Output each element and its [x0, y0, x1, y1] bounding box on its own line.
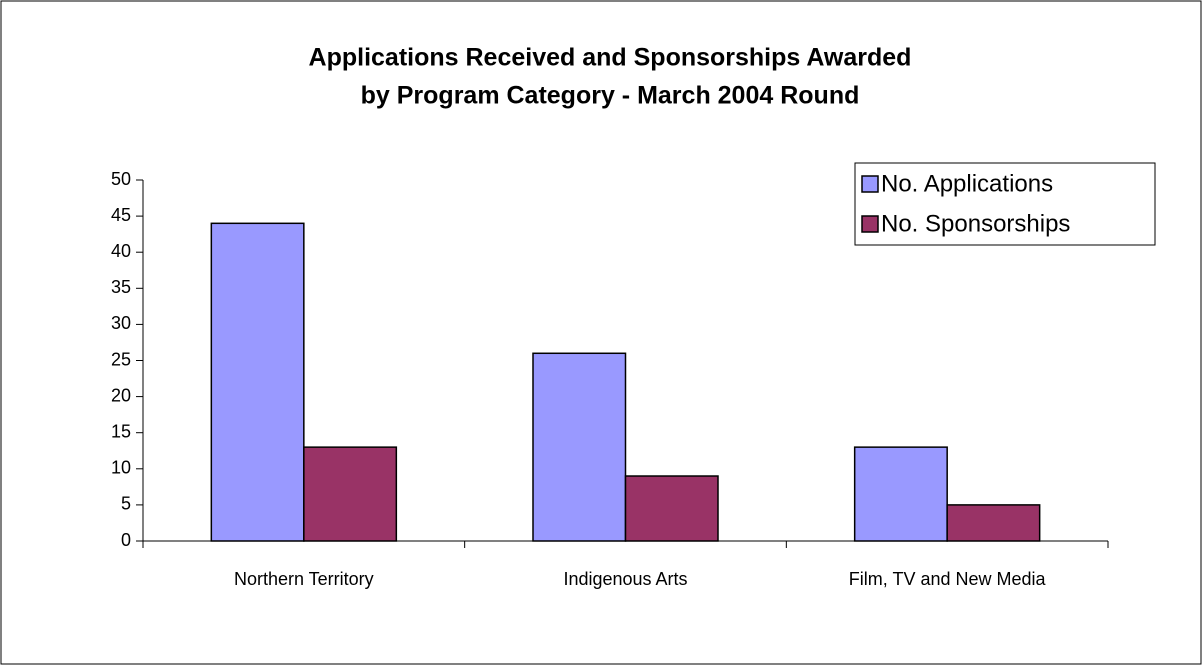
y-tick-label: 15 — [111, 421, 131, 441]
y-tick-label: 40 — [111, 241, 131, 261]
y-tick-label: 10 — [111, 458, 131, 478]
legend-box — [854, 162, 1156, 246]
legend-label: No. Sponsorships — [881, 210, 1070, 237]
legend-label: No. Applications — [881, 170, 1053, 197]
y-tick-label: 25 — [111, 349, 131, 369]
y-tick-label: 50 — [111, 169, 131, 189]
x-tick-label: Indigenous Arts — [563, 569, 687, 589]
x-tick-label: Film, TV and New Media — [849, 569, 1047, 589]
y-tick-label: 30 — [111, 313, 131, 333]
y-tick-label: 5 — [121, 494, 131, 514]
y-tick-label: 45 — [111, 205, 131, 225]
legend-swatch — [861, 215, 879, 233]
y-tick-label: 20 — [111, 385, 131, 405]
bar — [303, 446, 398, 542]
bar — [946, 504, 1041, 542]
legend-swatch — [861, 175, 879, 193]
bar — [210, 222, 305, 542]
bar — [853, 446, 948, 542]
x-tick-label: Northern Territory — [234, 569, 374, 589]
chart-title: Applications Received and Sponsorships A… — [309, 44, 912, 72]
y-tick-label: 0 — [121, 530, 131, 550]
bar — [532, 352, 627, 542]
chart-title: by Program Category - March 2004 Round — [361, 82, 860, 110]
y-tick-label: 35 — [111, 277, 131, 297]
bar — [624, 475, 719, 542]
